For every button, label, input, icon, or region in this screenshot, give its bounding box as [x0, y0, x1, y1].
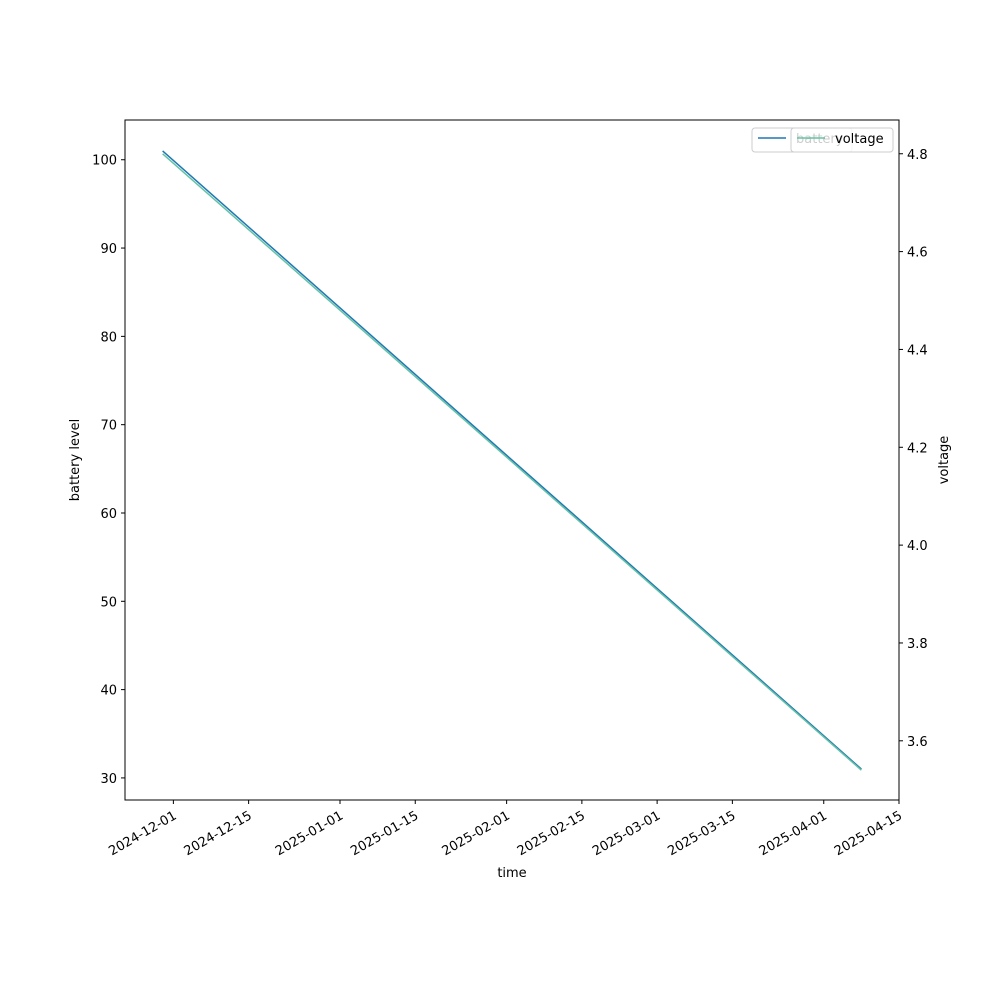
y2-tick-label: 4.6 [907, 246, 928, 261]
y2-tick-label: 3.8 [907, 637, 928, 652]
y2-tick-label: 3.6 [907, 735, 928, 750]
legend-label: voltage [835, 132, 884, 147]
y-tick-label: 70 [100, 419, 117, 434]
x-tick-label: 2025-04-01 [757, 808, 830, 859]
y2-tick-label: 4.4 [907, 343, 928, 358]
x-axis-label: time [497, 866, 526, 881]
x-tick-label: 2024-12-01 [106, 808, 179, 859]
y2-axis-label: voltage [937, 436, 952, 485]
y2-tick-label: 4.0 [907, 539, 928, 554]
x-tick-label: 2025-03-01 [590, 808, 663, 859]
data-line [162, 153, 862, 771]
x-tick-label: 2025-02-15 [515, 808, 588, 859]
y-tick-label: 100 [92, 154, 117, 169]
y-axis-label: battery level [68, 419, 83, 502]
legend-box [790, 127, 894, 153]
y-tick-label: 30 [100, 772, 117, 787]
y2-tick-label: 4.2 [907, 441, 928, 456]
x-tick-label: 2025-01-01 [273, 808, 346, 859]
y-tick-label: 60 [100, 507, 117, 522]
y-tick-label: 80 [100, 330, 117, 345]
x-tick-label: 2025-01-15 [348, 808, 421, 859]
x-tick-label: 2024-12-15 [182, 808, 255, 859]
x-tick-label: 2025-04-15 [832, 808, 905, 859]
y2-tick-label: 4.8 [907, 148, 928, 163]
y-tick-label: 50 [100, 595, 117, 610]
plot-frame [124, 119, 900, 801]
y-tick-label: 90 [100, 242, 117, 257]
x-tick-label: 2025-03-15 [665, 808, 738, 859]
data-line [162, 150, 862, 770]
y-tick-label: 40 [100, 684, 117, 699]
x-tick-label: 2025-02-01 [440, 808, 513, 859]
